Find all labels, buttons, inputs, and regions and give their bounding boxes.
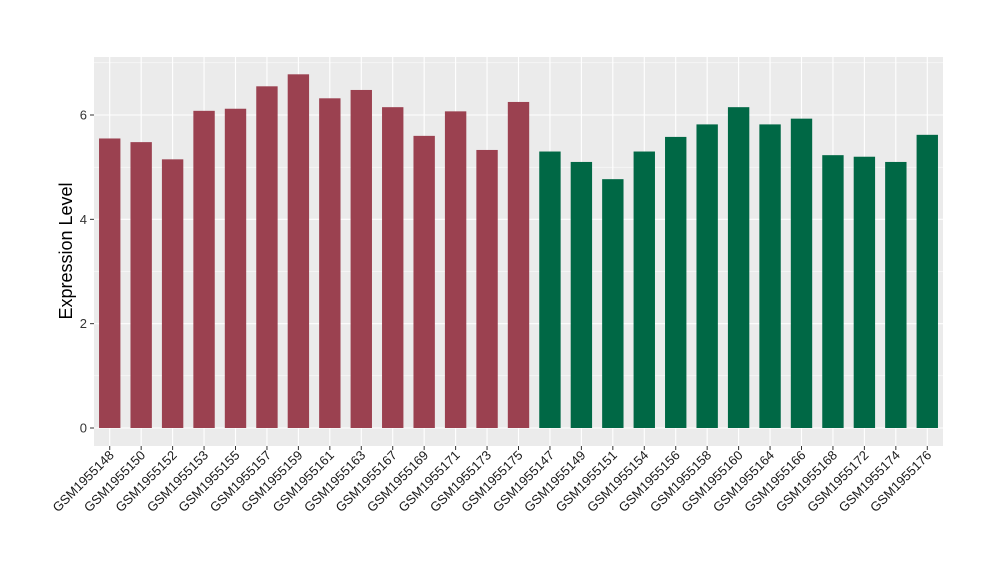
bar-GSM1955171 [444,111,467,429]
bar-GSM1955159 [287,74,310,428]
bar-GSM1955153 [193,110,215,429]
bar-GSM1955149 [570,161,593,428]
bar-GSM1955164 [759,124,781,428]
bar-GSM1955168 [822,155,844,428]
y-tick-label: 0 [80,421,87,436]
bar-GSM1955160 [727,107,750,429]
bar-GSM1955158 [696,124,718,428]
bar-GSM1955167 [382,107,404,429]
bar-GSM1955175 [507,101,530,428]
bar-GSM1955155 [224,108,247,429]
bar-GSM1955174 [885,161,907,428]
bar-GSM1955147 [539,151,561,428]
bar-GSM1955152 [161,159,184,428]
bar-GSM1955163 [350,89,372,429]
bar-GSM1955150 [130,142,152,429]
bar-GSM1955166 [790,118,813,428]
y-tick-label: 6 [80,108,87,123]
bar-GSM1955154 [633,151,655,428]
bar-GSM1955169 [413,135,435,428]
bar-GSM1955157 [256,86,278,428]
bar-GSM1955161 [319,98,341,428]
bar-GSM1955172 [853,156,876,428]
bar-GSM1955148 [99,138,121,428]
bar-GSM1955173 [476,149,498,428]
bar-GSM1955156 [665,136,687,428]
y-tick-label: 2 [80,316,87,331]
bar-GSM1955176 [916,134,938,428]
x-axis: GSM1955148GSM1955150GSM1955152GSM1955153… [50,446,934,515]
bar-GSM1955151 [602,179,624,428]
y-axis: 0 2 4 6 [80,108,94,436]
y-axis-title: Expression Level [56,182,76,319]
y-tick-label: 4 [80,212,87,227]
bars [99,74,938,429]
